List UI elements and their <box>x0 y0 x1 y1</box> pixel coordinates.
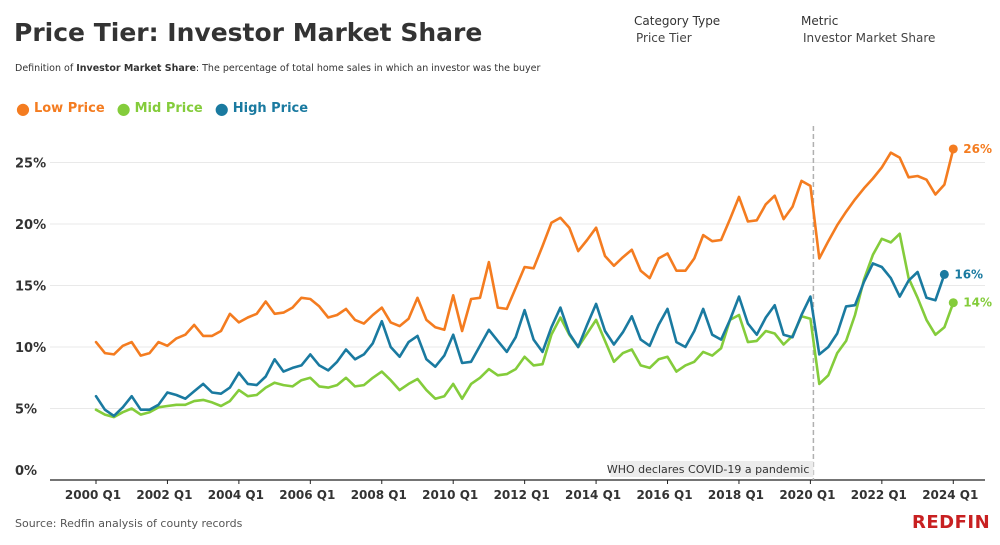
category-type-label: Category Type <box>634 14 721 28</box>
legend-label-mid: Mid Price <box>134 101 203 116</box>
x-tick-label: 2002 Q1 <box>136 488 192 502</box>
axes: 0% 5% 10% 15% 20% 25% 2000 Q1 2002 Q1 2004 Q1 200… <box>15 157 985 502</box>
end-point-low[interactable] <box>948 144 958 154</box>
metric-label: Metric <box>801 14 839 28</box>
series-lines[interactable] <box>94 144 958 419</box>
x-tick-label: 2006 Q1 <box>279 488 335 502</box>
x-tick-label: 2000 Q1 <box>65 488 121 502</box>
legend-item-low[interactable]: ● Low Price <box>16 99 105 118</box>
annotation: WHO declares COVID-19 a pandemic <box>607 126 815 480</box>
end-point-mid[interactable] <box>948 298 958 308</box>
y-tick-label: 10% <box>15 341 46 356</box>
end-label-low: 26% <box>963 142 992 156</box>
legend-marker-mid: ● <box>116 99 131 118</box>
x-tick-label: 2016 Q1 <box>636 488 692 502</box>
series-line-mid[interactable] <box>94 232 955 419</box>
legend-label-low: Low Price <box>33 101 105 116</box>
definition-prefix: Definition of <box>15 63 77 74</box>
end-label-mid: 14% <box>963 296 992 310</box>
x-tick-label: 2020 Q1 <box>779 488 835 502</box>
annotation-box <box>610 461 814 477</box>
category-type-value[interactable]: Price Tier <box>636 31 692 45</box>
x-tick-label: 2004 Q1 <box>208 488 264 502</box>
metric-filter[interactable]: Metric Investor Market Share <box>801 13 935 47</box>
page-title: Price Tier: Investor Market Share <box>14 18 483 47</box>
x-tick-label: 2018 Q1 <box>708 488 764 502</box>
metric-definition: Definition of Investor Market Share: The… <box>15 63 540 74</box>
chart-legend: ● Low Price ● Mid Price ● High Price <box>16 99 309 118</box>
y-tick-label: 0% <box>15 464 37 479</box>
series-line-low[interactable] <box>94 147 955 357</box>
source-note: Source: Redfin analysis of county record… <box>15 517 243 530</box>
end-point-high[interactable] <box>939 269 949 279</box>
legend-label-high: High Price <box>232 101 309 116</box>
metric-value[interactable]: Investor Market Share <box>803 31 936 45</box>
y-tick-label: 15% <box>15 280 46 295</box>
y-tick-label: 25% <box>15 157 46 172</box>
end-label-high: 16% <box>954 267 983 281</box>
legend-marker-high: ● <box>214 99 229 118</box>
y-tick-label: 20% <box>15 218 46 233</box>
x-tick-label: 2014 Q1 <box>565 488 621 502</box>
x-tick-label: 2022 Q1 <box>851 488 907 502</box>
x-tick-label: 2008 Q1 <box>351 488 407 502</box>
x-tick-label: 2024 Q1 <box>922 488 978 502</box>
definition-term: Investor Market Share <box>76 63 196 74</box>
x-tick-label: 2012 Q1 <box>494 488 550 502</box>
annotation-label: WHO declares COVID-19 a pandemic <box>607 463 810 476</box>
y-tick-label: 5% <box>15 403 37 418</box>
series-line-high[interactable] <box>94 262 946 418</box>
legend-item-mid[interactable]: ● Mid Price <box>116 99 203 118</box>
legend-item-high[interactable]: ● High Price <box>214 99 309 118</box>
category-type-filter[interactable]: Category Type Price Tier <box>634 13 720 47</box>
legend-marker-low: ● <box>16 99 30 118</box>
x-tick-label: 2010 Q1 <box>422 488 478 502</box>
definition-text: : The percentage of total home sales in … <box>195 63 541 74</box>
end-labels: 26% 14% 16% <box>954 142 992 310</box>
brand-logo[interactable]: REDFIN <box>912 512 991 533</box>
